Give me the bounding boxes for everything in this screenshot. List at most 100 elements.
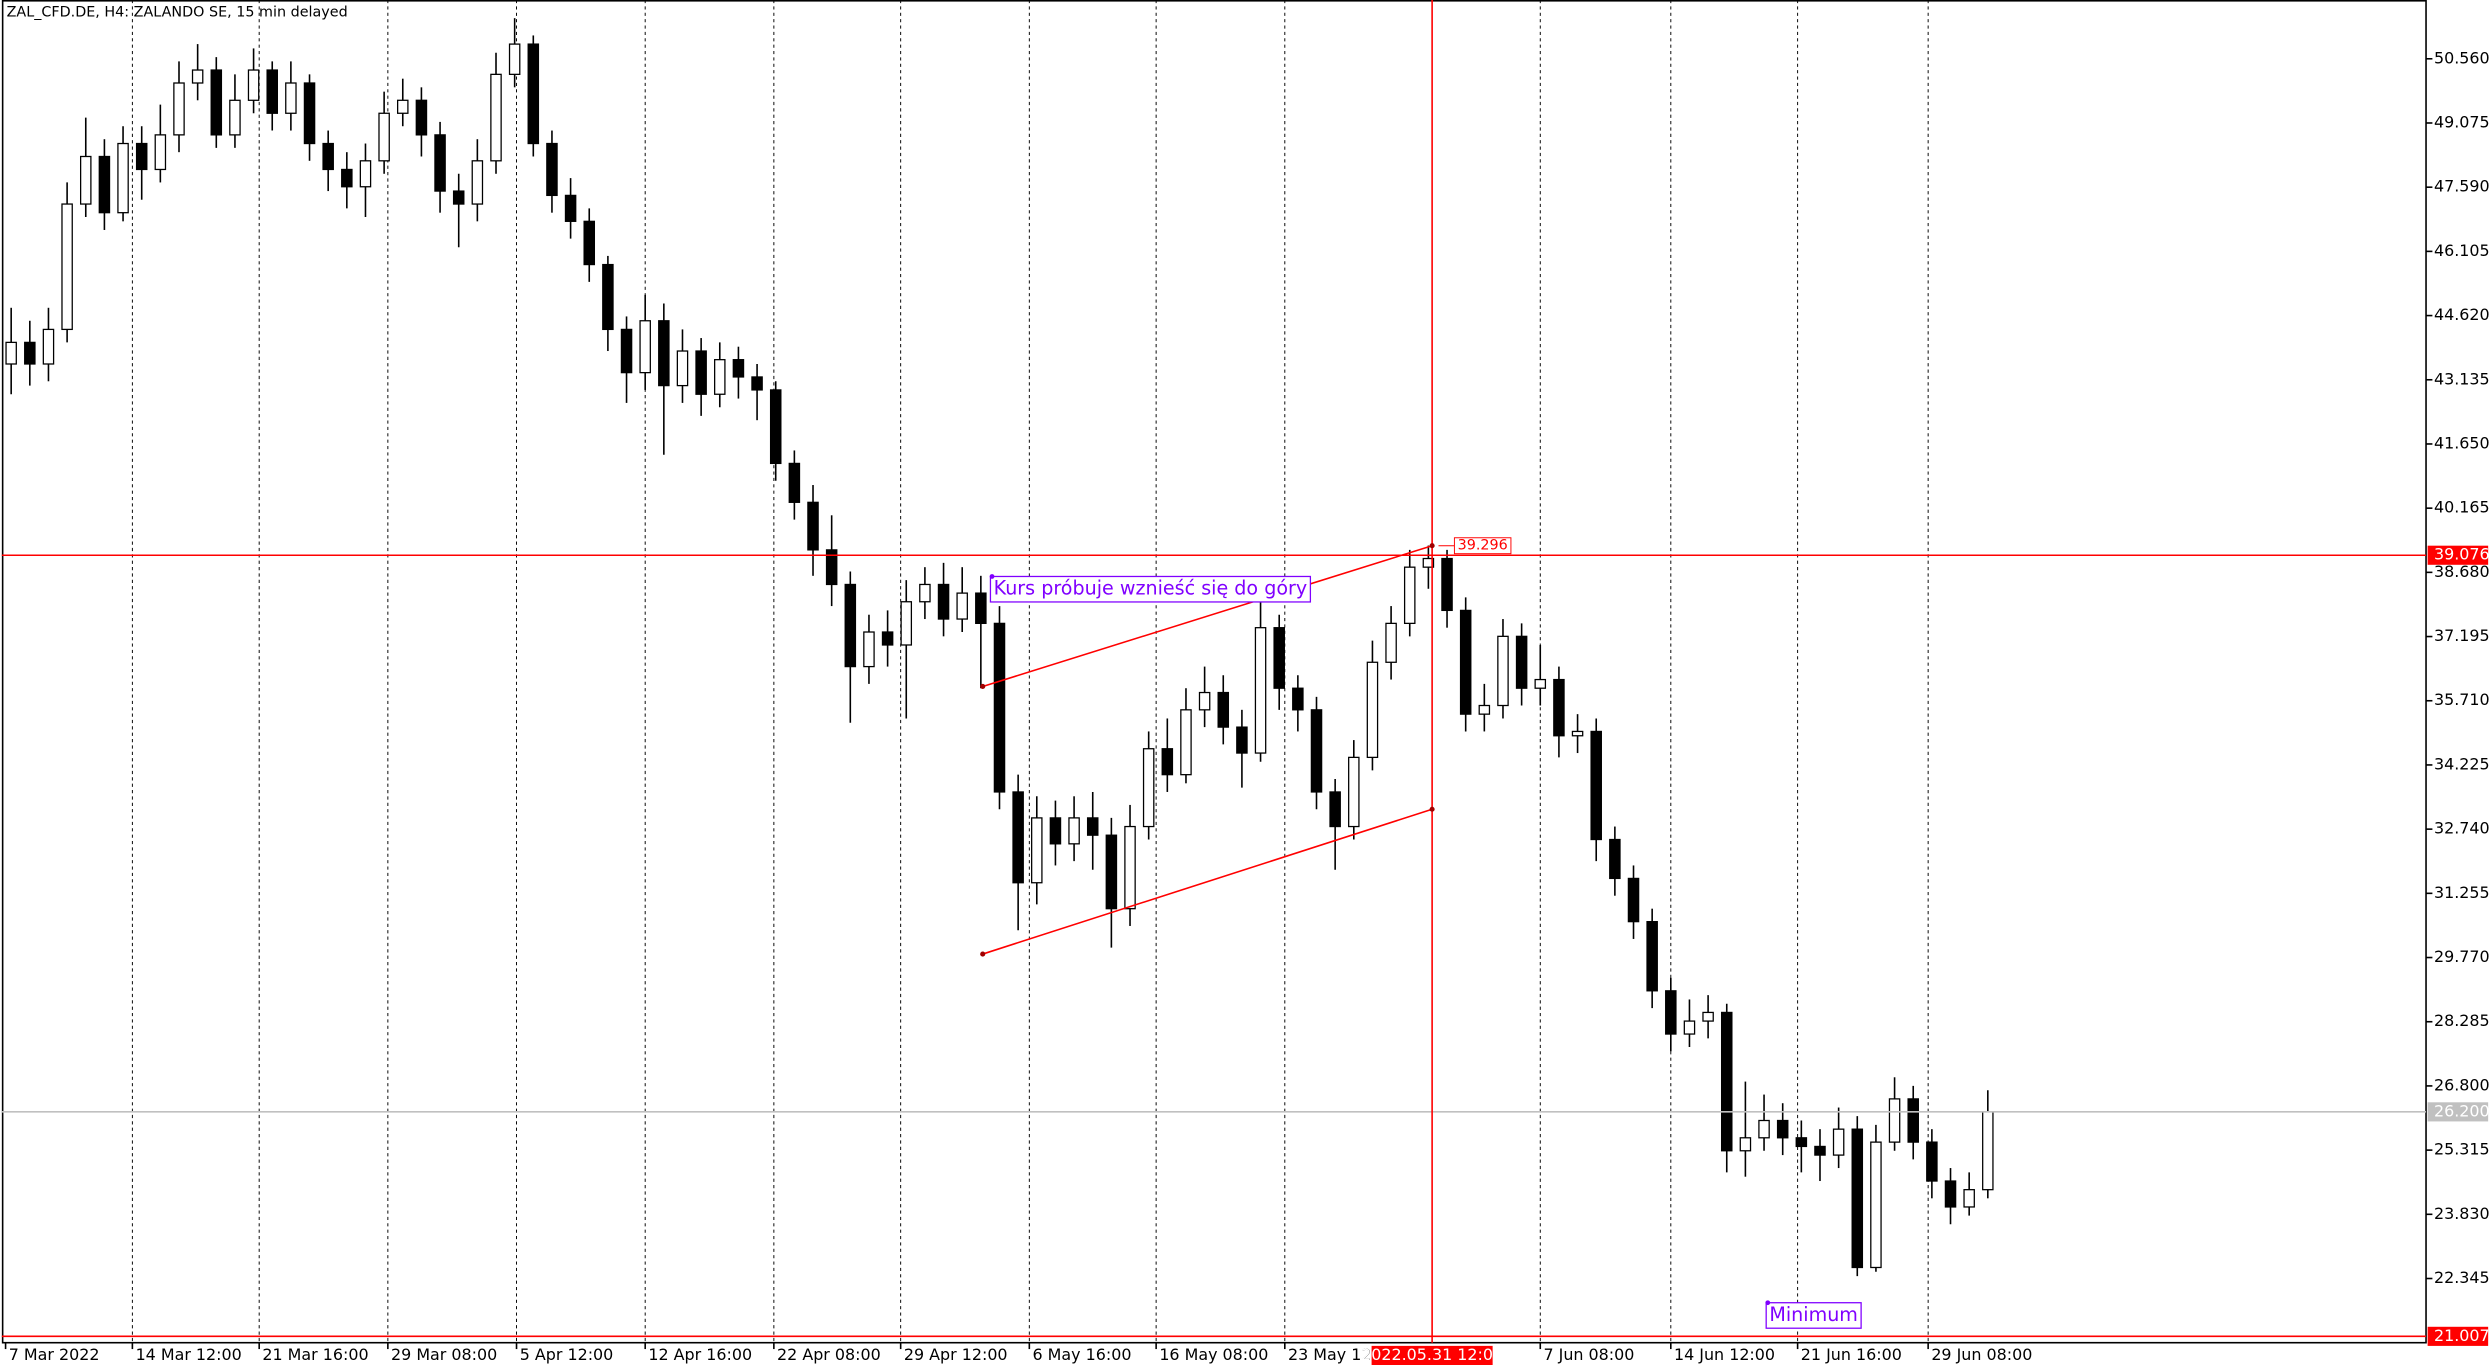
candle-body	[1012, 791, 1024, 884]
candle-body	[229, 99, 241, 136]
candle-body	[434, 134, 446, 192]
y-tick-label: 29.770	[2434, 947, 2490, 966]
candle-body	[527, 43, 540, 145]
candle-body	[1459, 609, 1472, 715]
candle-body	[676, 350, 689, 387]
candle-body	[1553, 678, 1565, 737]
y-tick-label: 31.255	[2434, 883, 2490, 902]
y-tick-label: 22.345	[2434, 1268, 2490, 1287]
candle-body	[303, 82, 316, 145]
trendline-anchor	[1429, 543, 1435, 549]
price-label: 39.076	[2434, 545, 2490, 564]
candle-body	[1534, 678, 1547, 689]
candle-body	[1515, 635, 1528, 689]
candle-body	[285, 82, 297, 114]
y-tick-label: 46.105	[2434, 241, 2490, 260]
y-tick-label: 26.800	[2434, 1075, 2490, 1094]
candle-body	[1105, 834, 1118, 910]
candle-body	[714, 359, 726, 395]
candle-body	[1814, 1145, 1826, 1156]
trendline-label: 39.296	[1458, 538, 1508, 554]
y-tick-label: 32.740	[2434, 819, 2490, 838]
x-tick-label: 7 Jun 08:00	[1543, 1345, 1634, 1364]
candle-body	[1198, 691, 1211, 711]
candle-body	[24, 341, 36, 365]
candle-body	[825, 549, 838, 586]
candle-body	[1366, 661, 1379, 759]
candle-body	[135, 142, 148, 171]
candle-body	[993, 622, 1006, 793]
candle-body	[1982, 1111, 1994, 1191]
candle-body	[1180, 709, 1192, 776]
x-tick-label: 22 Apr 08:00	[777, 1345, 881, 1364]
x-tick-label: 14 Jun 12:00	[1674, 1345, 1775, 1364]
candle-body	[1665, 990, 1677, 1035]
candle-body	[1254, 627, 1267, 754]
price-label-box	[2427, 545, 2489, 565]
candle-body	[397, 99, 409, 114]
y-tick-label: 50.560	[2434, 48, 2490, 67]
candle-body	[1776, 1119, 1789, 1139]
candle-body	[658, 320, 670, 387]
crosshair-label-box	[1371, 1345, 1493, 1365]
y-tick-label: 40.165	[2434, 498, 2490, 517]
price-label: 26.200	[2434, 1101, 2490, 1120]
candle-body	[546, 142, 558, 197]
candle-body	[732, 359, 745, 378]
trendline	[982, 808, 1433, 955]
candle-body	[1068, 817, 1080, 845]
candle-body	[1348, 756, 1360, 828]
candle-body	[79, 155, 92, 205]
y-tick-label: 44.620	[2434, 305, 2490, 324]
candle-body	[1310, 709, 1323, 793]
annotation-anchor	[989, 574, 995, 579]
trendline-anchor	[980, 951, 986, 957]
candle-body	[322, 142, 334, 171]
annotation-anchor	[1765, 1300, 1771, 1306]
candle-body	[1217, 691, 1230, 728]
y-tick-label: 23.830	[2434, 1204, 2490, 1223]
candle-body	[1702, 1011, 1714, 1022]
y-tick-label: 34.225	[2434, 754, 2490, 773]
x-tick-label: 16 May 08:00	[1159, 1345, 1268, 1364]
candle-body	[900, 601, 913, 646]
plot-frame	[1, 0, 2427, 1344]
candle-body	[266, 69, 279, 114]
candle-body	[1403, 566, 1416, 625]
candle-body	[583, 220, 596, 266]
candle-body	[1646, 921, 1658, 992]
candle-body	[247, 69, 260, 101]
candle-body	[620, 328, 633, 374]
candle-body	[508, 43, 521, 75]
candle-body	[1590, 730, 1602, 841]
candle-body	[452, 190, 465, 205]
candle-body	[117, 142, 129, 214]
candle-body	[1329, 791, 1341, 828]
y-tick-label: 43.135	[2434, 369, 2490, 388]
candle-body	[154, 134, 167, 171]
y-tick-label: 35.710	[2434, 690, 2490, 709]
y-tick-label: 38.680	[2434, 562, 2490, 581]
x-tick-label: 21 Mar 16:00	[262, 1345, 368, 1364]
annotation-text: Kurs próbuje wznieść się do góry	[994, 577, 1308, 600]
crosshair-label: 2022.05.31 12:00	[1361, 1345, 1503, 1364]
candle-body	[1478, 704, 1491, 715]
y-tick-label: 41.650	[2434, 433, 2490, 452]
price-label: 21.007	[2434, 1326, 2490, 1345]
y-tick-label: 28.285	[2434, 1011, 2490, 1030]
candle-body	[1609, 838, 1621, 880]
x-tick-label: 29 Apr 12:00	[904, 1345, 1008, 1364]
annotation-box	[1765, 1302, 1862, 1329]
candle-body	[1832, 1128, 1845, 1156]
candle-body	[788, 462, 801, 503]
candle-body	[341, 168, 353, 188]
candle-body	[378, 112, 390, 162]
candle-body	[191, 69, 204, 84]
candle-body	[1739, 1137, 1752, 1152]
candle-body	[1851, 1128, 1864, 1269]
y-tick-label: 49.075	[2434, 112, 2490, 131]
x-tick-label: 29 Jun 08:00	[1931, 1345, 2032, 1364]
candle-body	[1758, 1119, 1770, 1139]
candle-body	[415, 99, 428, 136]
